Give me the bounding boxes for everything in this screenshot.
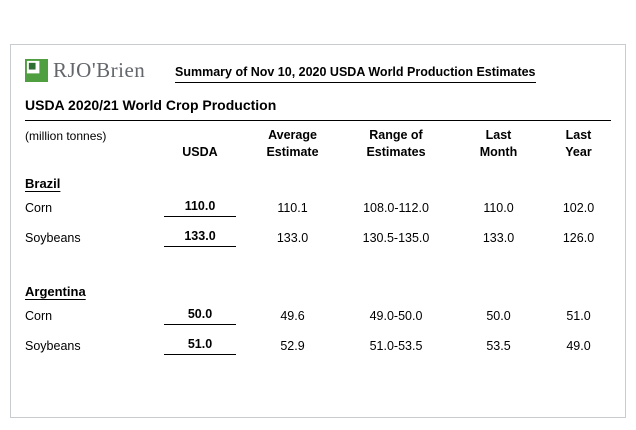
report-title: Summary of Nov 10, 2020 USDA World Produ… [175, 65, 536, 83]
column-header-last-month: Last Month [479, 128, 518, 159]
last-month-value: 50.0 [486, 308, 511, 323]
rjobrien-logo-icon [25, 59, 48, 82]
range-of-estimates-value: 108.0-112.0 [363, 200, 429, 215]
average-estimate-value: 49.6 [280, 308, 305, 323]
last-month-value: 53.5 [486, 338, 511, 353]
report-header: RJO'Brien Summary of Nov 10, 2020 USDA W… [25, 58, 611, 83]
rjobrien-logo-text: RJO'Brien [53, 58, 146, 82]
table-header-row: (million tonnes) USDA Average Estimate R… [25, 127, 611, 161]
section-header-argentina: Argentina [25, 283, 86, 299]
section-brazil: Brazil Corn 110.0 110.1 108.0-112.0 110.… [25, 176, 611, 253]
column-header-usda: USDA [182, 144, 218, 159]
column-header-range-of-estimates: Range of Estimates [366, 128, 426, 159]
commodity-label: Soybeans [25, 338, 81, 353]
table-row: Corn 50.0 49.6 49.0-50.0 50.0 51.0 [25, 301, 611, 331]
section-header-brazil: Brazil [25, 175, 61, 191]
rjobrien-logo: RJO'Brien [25, 58, 171, 83]
last-year-value: 49.0 [566, 338, 591, 353]
usda-value: 51.0 [155, 337, 245, 355]
report-subtitle: USDA 2020/21 World Crop Production [25, 97, 277, 113]
usda-value: 133.0 [155, 229, 245, 247]
last-month-value: 110.0 [483, 200, 514, 215]
unit-label: (million tonnes) [25, 129, 107, 143]
usda-value: 50.0 [155, 307, 245, 325]
commodity-label: Corn [25, 308, 53, 323]
commodity-label: Corn [25, 200, 53, 215]
last-month-value: 133.0 [482, 230, 515, 245]
range-of-estimates-value: 51.0-53.5 [369, 338, 423, 353]
column-header-last-year: Last Year [565, 128, 592, 159]
average-estimate-value: 52.9 [280, 338, 305, 353]
section-argentina: Argentina Corn 50.0 49.6 49.0-50.0 50.0 … [25, 284, 611, 361]
range-of-estimates-value: 130.5-135.0 [362, 230, 430, 245]
last-year-value: 51.0 [566, 308, 591, 323]
divider-line [25, 120, 611, 121]
average-estimate-value: 110.1 [277, 200, 308, 215]
usda-value: 110.0 [155, 199, 245, 217]
table-row: Corn 110.0 110.1 108.0-112.0 110.0 102.0 [25, 193, 611, 223]
commodity-label: Soybeans [25, 230, 81, 245]
table-row: Soybeans 133.0 133.0 130.5-135.0 133.0 1… [25, 223, 611, 253]
report-page: RJO'Brien Summary of Nov 10, 2020 USDA W… [10, 44, 626, 418]
column-header-average-estimate: Average Estimate [266, 128, 319, 159]
range-of-estimates-value: 49.0-50.0 [369, 308, 423, 323]
table-row: Soybeans 51.0 52.9 51.0-53.5 53.5 49.0 [25, 331, 611, 361]
average-estimate-value: 133.0 [276, 230, 309, 245]
last-year-value: 102.0 [562, 200, 595, 215]
last-year-value: 126.0 [562, 230, 595, 245]
